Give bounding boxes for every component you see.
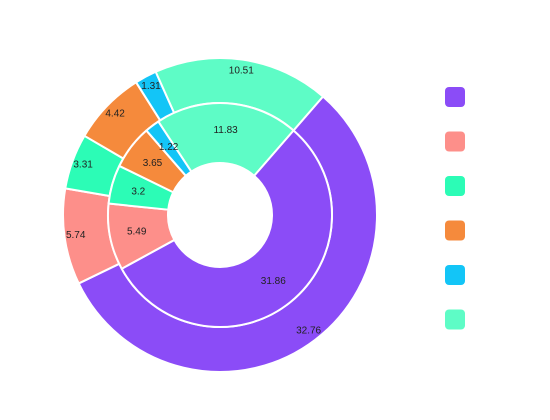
legend-swatch-4[interactable] (445, 220, 465, 241)
inner-ring (107, 102, 333, 328)
outer-ring (62, 57, 378, 373)
legend-swatch-2[interactable] (445, 131, 465, 152)
slice-labels: 31.86 5.49 3.2 3.65 1.22 11.83 32.76 5.74 3.31 4.… (66, 65, 322, 336)
outer-slice-label-5: 1.31 (141, 81, 161, 92)
legend-swatch-5[interactable] (445, 265, 465, 285)
inner-slice-label-6: 11.83 (213, 125, 238, 136)
outer-slice-label-3: 3.31 (73, 160, 93, 171)
legend-swatch-1[interactable] (445, 87, 465, 107)
outer-slice-label-6: 10.51 (229, 65, 254, 76)
legend[interactable] (445, 87, 465, 330)
outer-slice-label-2: 5.74 (66, 230, 86, 241)
legend-swatch-3[interactable] (445, 176, 465, 196)
inner-slice-label-4: 3.65 (143, 158, 163, 169)
inner-slice-label-3: 3.2 (131, 186, 145, 197)
inner-slice-6[interactable] (157, 102, 295, 177)
outer-slice-label-1: 32.76 (296, 325, 321, 336)
inner-slice-label-5: 1.22 (159, 142, 179, 153)
outer-slice-label-4: 4.42 (105, 108, 125, 119)
inner-slice-1[interactable] (120, 129, 333, 328)
inner-slice-label-1: 31.86 (261, 276, 286, 287)
inner-slice-label-2: 5.49 (127, 226, 147, 237)
legend-swatch-6[interactable] (445, 309, 465, 330)
